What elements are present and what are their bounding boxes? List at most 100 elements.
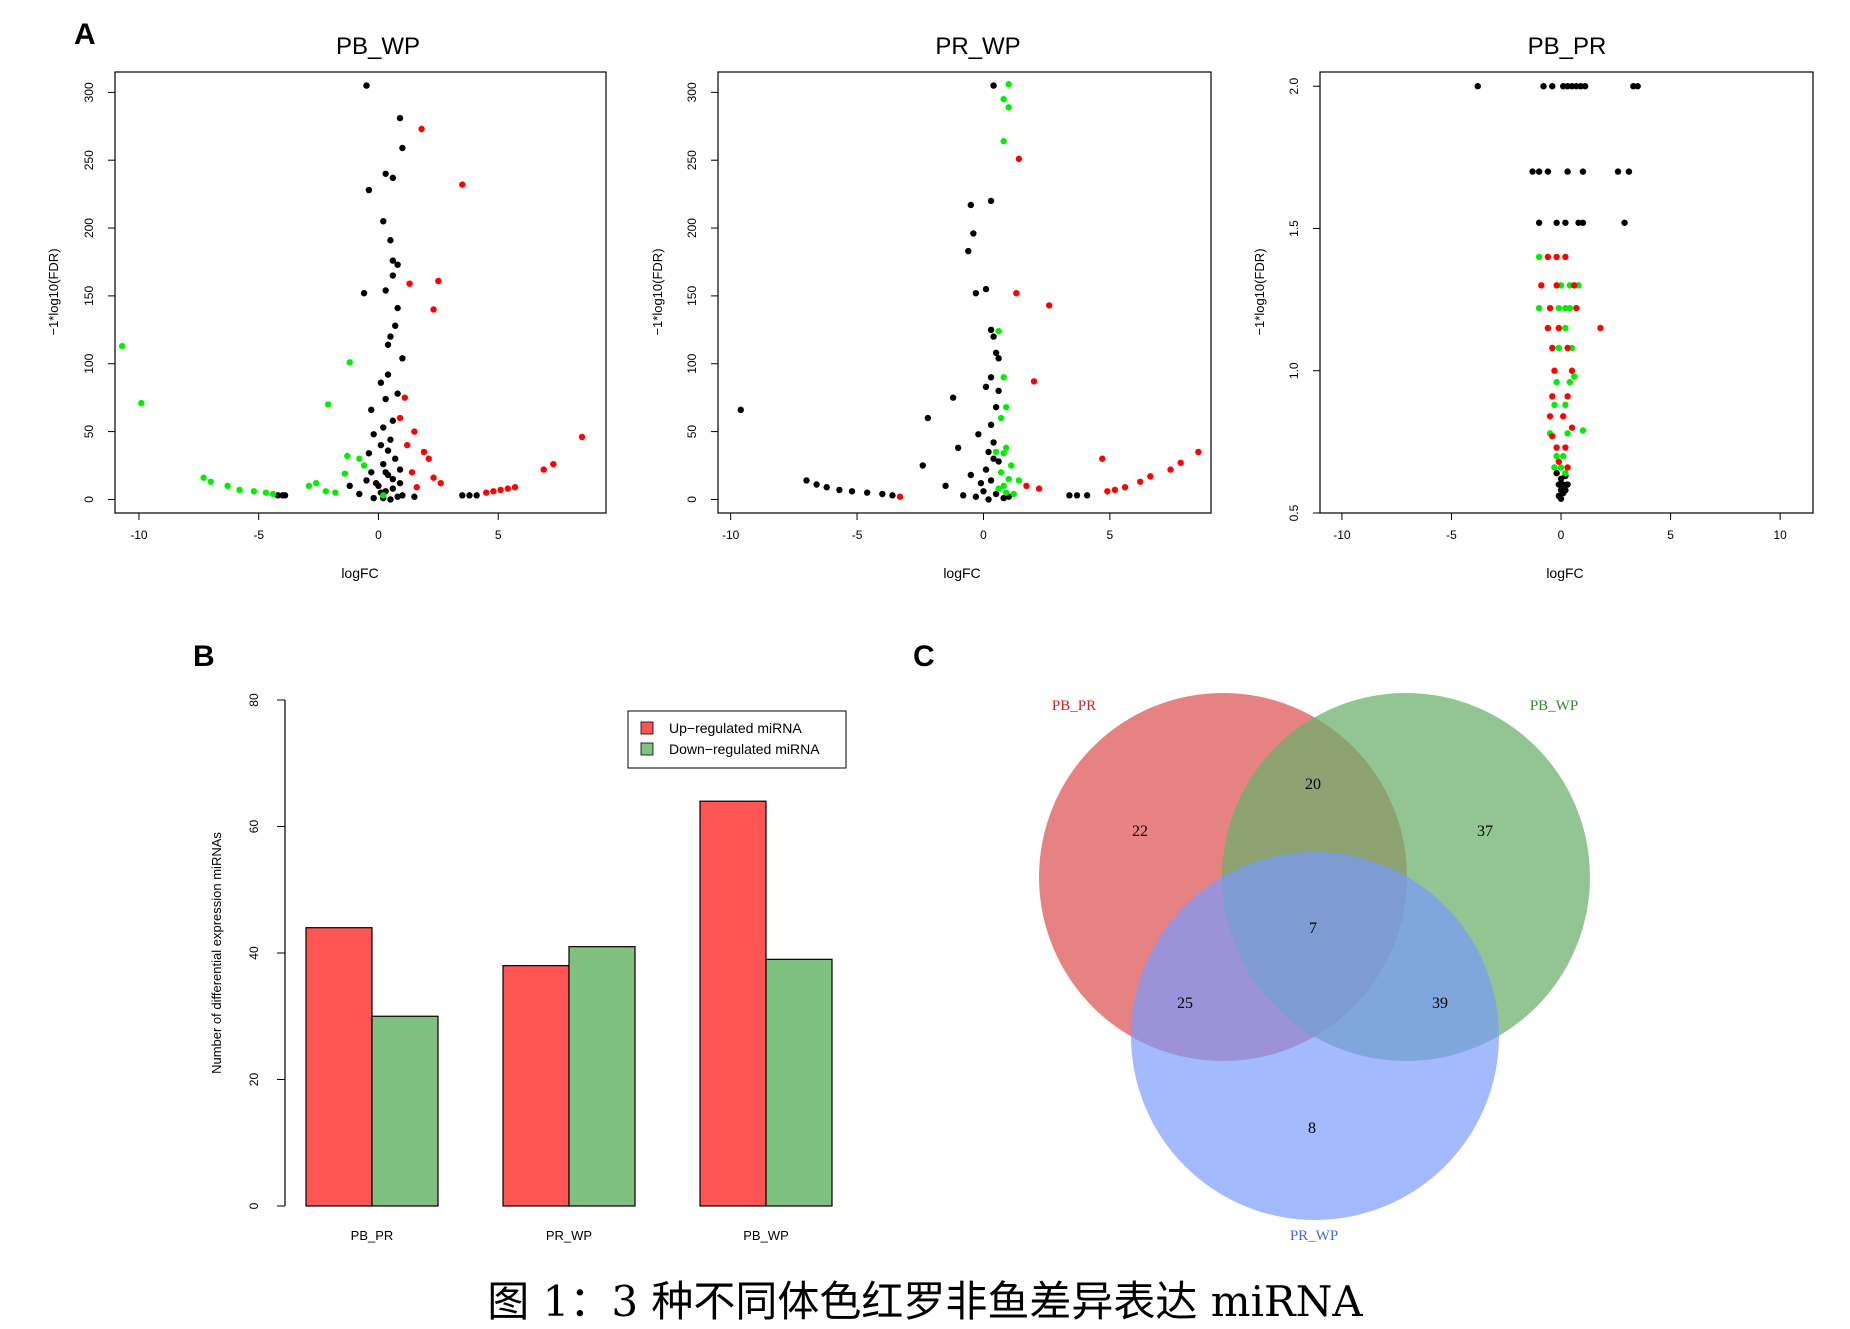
point-up [1147,473,1154,480]
point-ns [995,387,1002,395]
bar-up [305,927,373,1207]
point-ns [965,247,972,255]
y-tick-label: 100 [685,353,699,373]
point-ns [972,289,980,297]
point-down [1575,282,1582,289]
point-ns [473,492,480,499]
point-up [1546,304,1554,312]
bars [305,800,833,1207]
venn-count-pb-pr-pb-wp: 20 [1305,776,1321,793]
point-ns [982,466,990,473]
point-ns [863,489,871,496]
point-up [404,441,411,449]
legend-label-up: Up−regulated miRNA [669,720,802,736]
panel-label-c: C [913,640,935,673]
point-ns [1549,83,1556,90]
point-up [490,488,497,495]
point-up [408,469,416,476]
point-down [341,470,349,477]
point-ns [1577,83,1584,90]
point-ns [1540,83,1547,90]
point-ns [1529,168,1536,175]
point-down [1003,489,1010,496]
point-ns [384,447,392,454]
point-ns [987,197,995,205]
point-ns [992,349,1000,357]
x-tick-label: PB_WP [743,1228,789,1243]
point-ns [967,471,975,479]
point-ns [1575,219,1582,226]
point-ns [370,494,377,502]
point-down [1553,452,1560,460]
point-up [1564,344,1571,352]
point-ns [987,421,995,428]
point-ns [382,469,389,476]
point-up [437,479,444,487]
point-down [344,452,351,460]
point-down [1003,403,1010,411]
point-ns [995,458,1002,465]
point-ns [1553,469,1560,477]
point-down [250,488,258,495]
point-down [1557,282,1565,289]
point-down [118,342,126,350]
point-ns [399,144,406,152]
point-up [413,484,420,491]
point-ns [836,486,843,494]
y-tick-label: 150 [685,286,699,306]
venn-count-pb-wp-pr-wp: 39 [1432,995,1448,1012]
venn-circle-pr-wp [1131,852,1499,1220]
bar-down [568,946,636,1207]
point-up [1544,253,1552,261]
volcano-title: PR_WP [935,33,1020,60]
point-ns [803,477,810,484]
point-ns [377,379,385,386]
y-axis-label: Number of differential expression miRNAs [209,832,224,1074]
point-ns [1568,83,1576,90]
point-ns [1621,219,1628,226]
point-ns [370,431,377,438]
y-tick-label: 0.5 [1287,504,1301,521]
point-down [200,474,207,481]
point-up [1546,413,1554,420]
legend: Up−regulated miRNA Down−regulated miRNA [627,710,847,769]
point-up [1560,413,1567,420]
bar-chart: Number of differential expression miRNAs… [209,693,847,1243]
point-up [1549,393,1556,400]
point-down [1555,304,1563,312]
point-ns [985,448,992,456]
point-up [1013,289,1020,297]
y-tick-label: 0 [685,496,699,503]
point-up [1549,344,1556,352]
point-up [1553,444,1560,451]
point-up [578,433,586,441]
point-ns [924,414,932,422]
point-up [1137,478,1144,485]
point-ns [1562,219,1569,226]
point-up [504,485,511,492]
point-up [420,448,428,456]
point-ns [1562,487,1569,494]
point-ns [995,355,1002,362]
x-tick-label: PR_WP [546,1228,592,1243]
point-down [236,486,243,494]
venn-count-pr-wp-only: 8 [1308,1120,1316,1137]
point-ns [949,394,957,401]
point-ns [363,82,370,89]
point-ns [365,186,373,194]
point-ns [813,481,820,488]
point-ns [1083,492,1091,499]
point-ns [737,406,744,414]
point-down [332,489,339,496]
point-ns [987,477,995,484]
point-ns [368,469,375,476]
point-down [380,492,387,499]
point-down [1000,95,1007,103]
point-down [360,462,368,469]
point-up [540,466,547,473]
point-up [1195,448,1202,456]
point-down [1551,464,1558,471]
point-up [1104,488,1111,495]
venn-set-label-pb-wp: PB_WP [1530,698,1578,714]
y-tick-label: 200 [82,218,96,238]
